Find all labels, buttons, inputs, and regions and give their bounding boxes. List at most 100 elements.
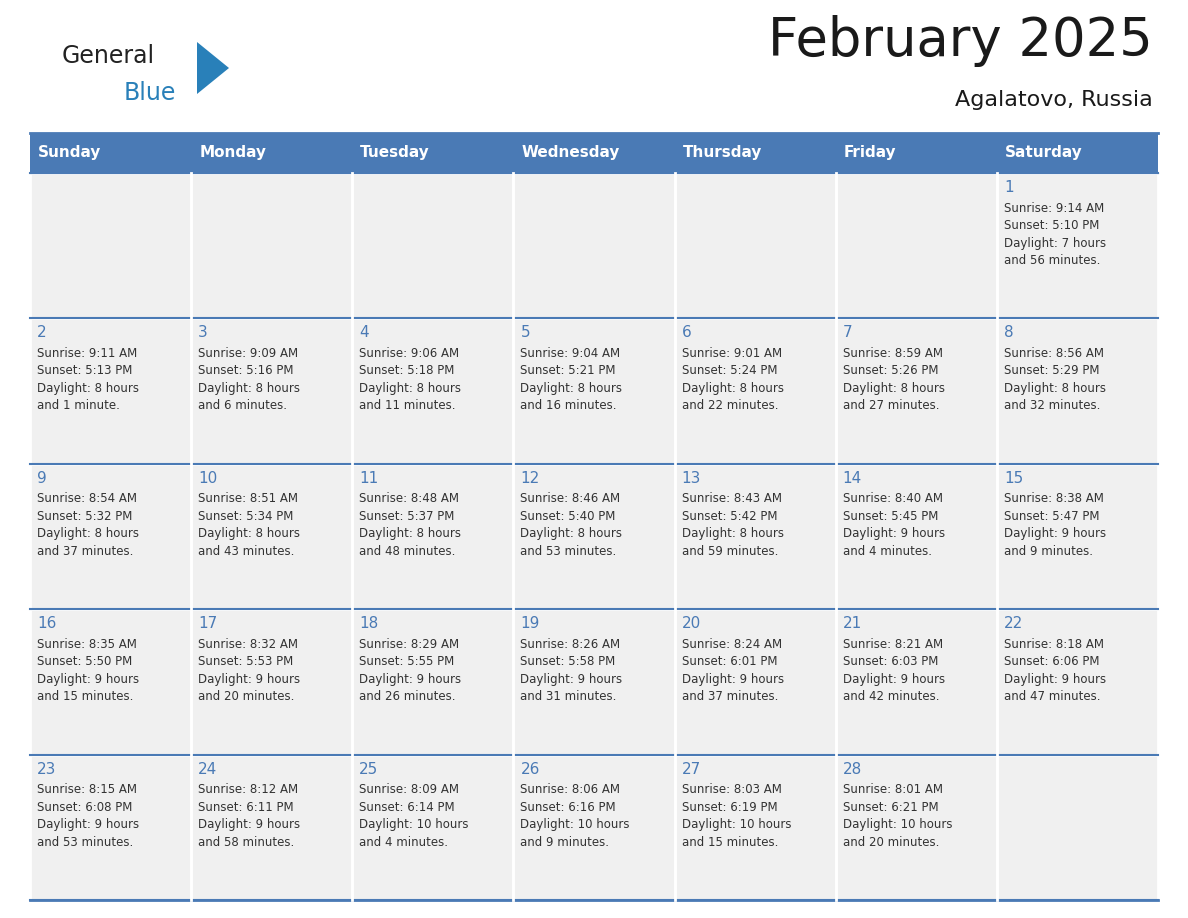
Text: and 9 minutes.: and 9 minutes.	[520, 835, 609, 848]
Text: Sunrise: 8:38 AM: Sunrise: 8:38 AM	[1004, 492, 1104, 505]
Text: 1: 1	[1004, 180, 1013, 195]
Text: Sunset: 6:08 PM: Sunset: 6:08 PM	[37, 800, 132, 813]
Text: Daylight: 8 hours: Daylight: 8 hours	[520, 382, 623, 395]
Text: Daylight: 9 hours: Daylight: 9 hours	[37, 818, 139, 831]
Text: Sunrise: 8:46 AM: Sunrise: 8:46 AM	[520, 492, 620, 505]
Text: and 20 minutes.: and 20 minutes.	[198, 690, 295, 703]
Text: and 15 minutes.: and 15 minutes.	[682, 835, 778, 848]
Text: Daylight: 10 hours: Daylight: 10 hours	[520, 818, 630, 831]
Text: Daylight: 7 hours: Daylight: 7 hours	[1004, 237, 1106, 250]
Text: Daylight: 8 hours: Daylight: 8 hours	[520, 527, 623, 541]
Text: Sunrise: 8:26 AM: Sunrise: 8:26 AM	[520, 638, 620, 651]
Text: 2: 2	[37, 325, 46, 341]
Text: 3: 3	[198, 325, 208, 341]
Bar	[997, 133, 1158, 173]
Text: Sunrise: 9:06 AM: Sunrise: 9:06 AM	[359, 347, 460, 360]
Text: Sunrise: 8:09 AM: Sunrise: 8:09 AM	[359, 783, 460, 796]
Text: and 6 minutes.: and 6 minutes.	[198, 399, 287, 412]
Text: 26: 26	[520, 762, 539, 777]
Text: 14: 14	[842, 471, 862, 486]
Text: Sunday: Sunday	[38, 145, 101, 161]
Text: Sunrise: 8:56 AM: Sunrise: 8:56 AM	[1004, 347, 1104, 360]
Text: Sunset: 6:03 PM: Sunset: 6:03 PM	[842, 655, 939, 668]
Text: Daylight: 9 hours: Daylight: 9 hours	[198, 673, 301, 686]
Text: Sunset: 6:19 PM: Sunset: 6:19 PM	[682, 800, 777, 813]
Text: Daylight: 8 hours: Daylight: 8 hours	[198, 382, 301, 395]
Text: 10: 10	[198, 471, 217, 486]
Text: Wednesday: Wednesday	[522, 145, 620, 161]
Bar	[30, 133, 191, 173]
Bar	[513, 319, 675, 464]
Text: Sunrise: 8:15 AM: Sunrise: 8:15 AM	[37, 783, 137, 796]
Text: Sunrise: 8:18 AM: Sunrise: 8:18 AM	[1004, 638, 1104, 651]
Text: 19: 19	[520, 616, 539, 632]
Text: 20: 20	[682, 616, 701, 632]
Text: Sunrise: 8:40 AM: Sunrise: 8:40 AM	[842, 492, 943, 505]
Text: Sunset: 5:45 PM: Sunset: 5:45 PM	[842, 509, 939, 522]
Text: Sunrise: 9:09 AM: Sunrise: 9:09 AM	[198, 347, 298, 360]
Bar	[675, 319, 835, 464]
Bar	[353, 173, 513, 319]
Bar	[513, 755, 675, 900]
Text: and 48 minutes.: and 48 minutes.	[359, 544, 456, 558]
Text: Sunrise: 8:51 AM: Sunrise: 8:51 AM	[198, 492, 298, 505]
Text: 16: 16	[37, 616, 56, 632]
Bar	[353, 464, 513, 610]
Text: Sunrise: 8:06 AM: Sunrise: 8:06 AM	[520, 783, 620, 796]
Bar	[835, 319, 997, 464]
Text: Monday: Monday	[200, 145, 266, 161]
Bar	[675, 133, 835, 173]
Text: Thursday: Thursday	[683, 145, 762, 161]
Text: Daylight: 9 hours: Daylight: 9 hours	[1004, 673, 1106, 686]
Text: Sunset: 5:18 PM: Sunset: 5:18 PM	[359, 364, 455, 377]
Bar	[997, 755, 1158, 900]
Bar	[835, 464, 997, 610]
Bar	[191, 173, 353, 319]
Text: and 26 minutes.: and 26 minutes.	[359, 690, 456, 703]
Text: Daylight: 9 hours: Daylight: 9 hours	[842, 527, 944, 541]
Text: Sunset: 5:29 PM: Sunset: 5:29 PM	[1004, 364, 1099, 377]
Text: Sunset: 5:13 PM: Sunset: 5:13 PM	[37, 364, 132, 377]
Text: Daylight: 8 hours: Daylight: 8 hours	[842, 382, 944, 395]
Text: Sunset: 5:37 PM: Sunset: 5:37 PM	[359, 509, 455, 522]
Text: 21: 21	[842, 616, 862, 632]
Text: Daylight: 9 hours: Daylight: 9 hours	[682, 673, 784, 686]
Text: and 37 minutes.: and 37 minutes.	[682, 690, 778, 703]
Bar	[30, 173, 191, 319]
Text: Sunrise: 9:01 AM: Sunrise: 9:01 AM	[682, 347, 782, 360]
Text: Sunset: 5:53 PM: Sunset: 5:53 PM	[198, 655, 293, 668]
Text: 12: 12	[520, 471, 539, 486]
Text: Sunrise: 8:48 AM: Sunrise: 8:48 AM	[359, 492, 460, 505]
Text: Sunrise: 9:11 AM: Sunrise: 9:11 AM	[37, 347, 138, 360]
Text: Sunrise: 8:01 AM: Sunrise: 8:01 AM	[842, 783, 943, 796]
Text: 15: 15	[1004, 471, 1023, 486]
Text: and 37 minutes.: and 37 minutes.	[37, 544, 133, 558]
Text: 8: 8	[1004, 325, 1013, 341]
Text: Tuesday: Tuesday	[360, 145, 430, 161]
Bar	[30, 610, 191, 755]
Text: and 15 minutes.: and 15 minutes.	[37, 690, 133, 703]
Text: Sunset: 6:11 PM: Sunset: 6:11 PM	[198, 800, 293, 813]
Text: Daylight: 10 hours: Daylight: 10 hours	[359, 818, 469, 831]
Text: Daylight: 9 hours: Daylight: 9 hours	[37, 673, 139, 686]
Bar	[30, 319, 191, 464]
Text: and 20 minutes.: and 20 minutes.	[842, 835, 939, 848]
Text: Sunrise: 8:24 AM: Sunrise: 8:24 AM	[682, 638, 782, 651]
Bar	[835, 173, 997, 319]
Text: Friday: Friday	[843, 145, 896, 161]
Text: Sunrise: 8:54 AM: Sunrise: 8:54 AM	[37, 492, 137, 505]
Text: Daylight: 9 hours: Daylight: 9 hours	[520, 673, 623, 686]
Text: Daylight: 8 hours: Daylight: 8 hours	[682, 382, 784, 395]
Text: Daylight: 9 hours: Daylight: 9 hours	[842, 673, 944, 686]
Text: Sunset: 5:40 PM: Sunset: 5:40 PM	[520, 509, 615, 522]
Text: Daylight: 9 hours: Daylight: 9 hours	[198, 818, 301, 831]
Text: 5: 5	[520, 325, 530, 341]
Text: Sunset: 5:24 PM: Sunset: 5:24 PM	[682, 364, 777, 377]
Text: Sunset: 5:55 PM: Sunset: 5:55 PM	[359, 655, 455, 668]
Text: Daylight: 8 hours: Daylight: 8 hours	[1004, 382, 1106, 395]
Bar	[835, 610, 997, 755]
Text: and 53 minutes.: and 53 minutes.	[520, 544, 617, 558]
Text: Sunset: 5:21 PM: Sunset: 5:21 PM	[520, 364, 615, 377]
Text: Sunset: 5:58 PM: Sunset: 5:58 PM	[520, 655, 615, 668]
Text: Daylight: 8 hours: Daylight: 8 hours	[37, 527, 139, 541]
